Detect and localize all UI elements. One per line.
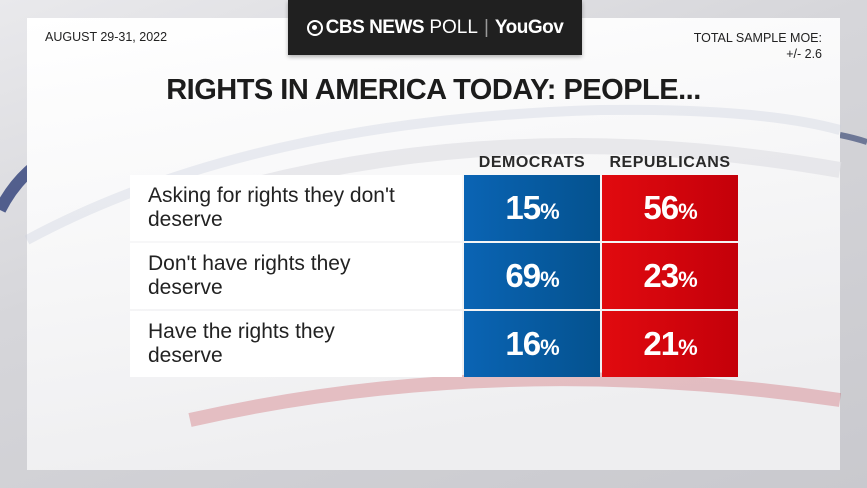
republicans-value: 23% — [602, 243, 738, 309]
logo-yougov: YouGov — [494, 16, 564, 38]
background-swoosh — [839, 132, 867, 145]
cbs-news-poll-logo: CBS NEWS POLL | YouGov — [288, 0, 582, 55]
row-label: Don't have rights they deserve — [130, 243, 462, 309]
column-header-democrats: DEMOCRATS — [478, 154, 586, 171]
democrats-value: 16% — [464, 311, 600, 377]
card-red-arc — [188, 372, 842, 427]
cbs-eye-icon — [306, 19, 323, 36]
logo-cbs: CBS NEWS — [325, 16, 425, 38]
column-header-republicans: REPUBLICANS — [609, 154, 731, 171]
republicans-value: 21% — [602, 311, 738, 377]
democrats-value: 69% — [464, 243, 600, 309]
democrats-value: 15% — [464, 175, 600, 241]
row-label: Have the rights they deserve — [130, 311, 462, 377]
moe-value: +/- 2.6 — [786, 47, 822, 61]
moe-label: TOTAL SAMPLE MOE: — [693, 31, 822, 45]
row-label: Asking for rights they don't deserve — [130, 175, 462, 241]
poll-date: AUGUST 29-31, 2022 — [45, 30, 168, 44]
table-row: Have the rights they deserve 16% 21% — [130, 311, 738, 377]
table-row: Asking for rights they don't deserve 15%… — [130, 175, 738, 241]
logo-poll: POLL — [429, 16, 478, 38]
margin-of-error: TOTAL SAMPLE MOE: +/- 2.6 — [694, 30, 822, 62]
chart-title: RIGHTS IN AMERICA TODAY: PEOPLE... — [166, 74, 701, 106]
republicans-value: 56% — [602, 175, 738, 241]
table-row: Don't have rights they deserve 69% 23% — [130, 243, 738, 309]
